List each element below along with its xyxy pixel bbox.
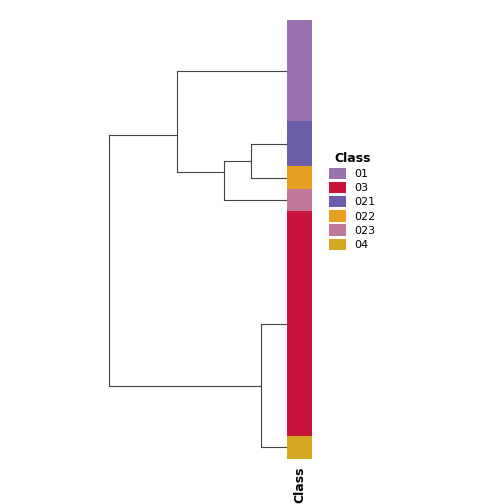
Bar [287, 20, 312, 121]
Bar [287, 189, 312, 211]
Bar [287, 436, 312, 459]
Legend: 01, 03, 021, 022, 023, 04: 01, 03, 021, 022, 023, 04 [326, 149, 379, 254]
Bar [287, 166, 312, 189]
Bar [287, 211, 312, 436]
Bar [287, 121, 312, 166]
